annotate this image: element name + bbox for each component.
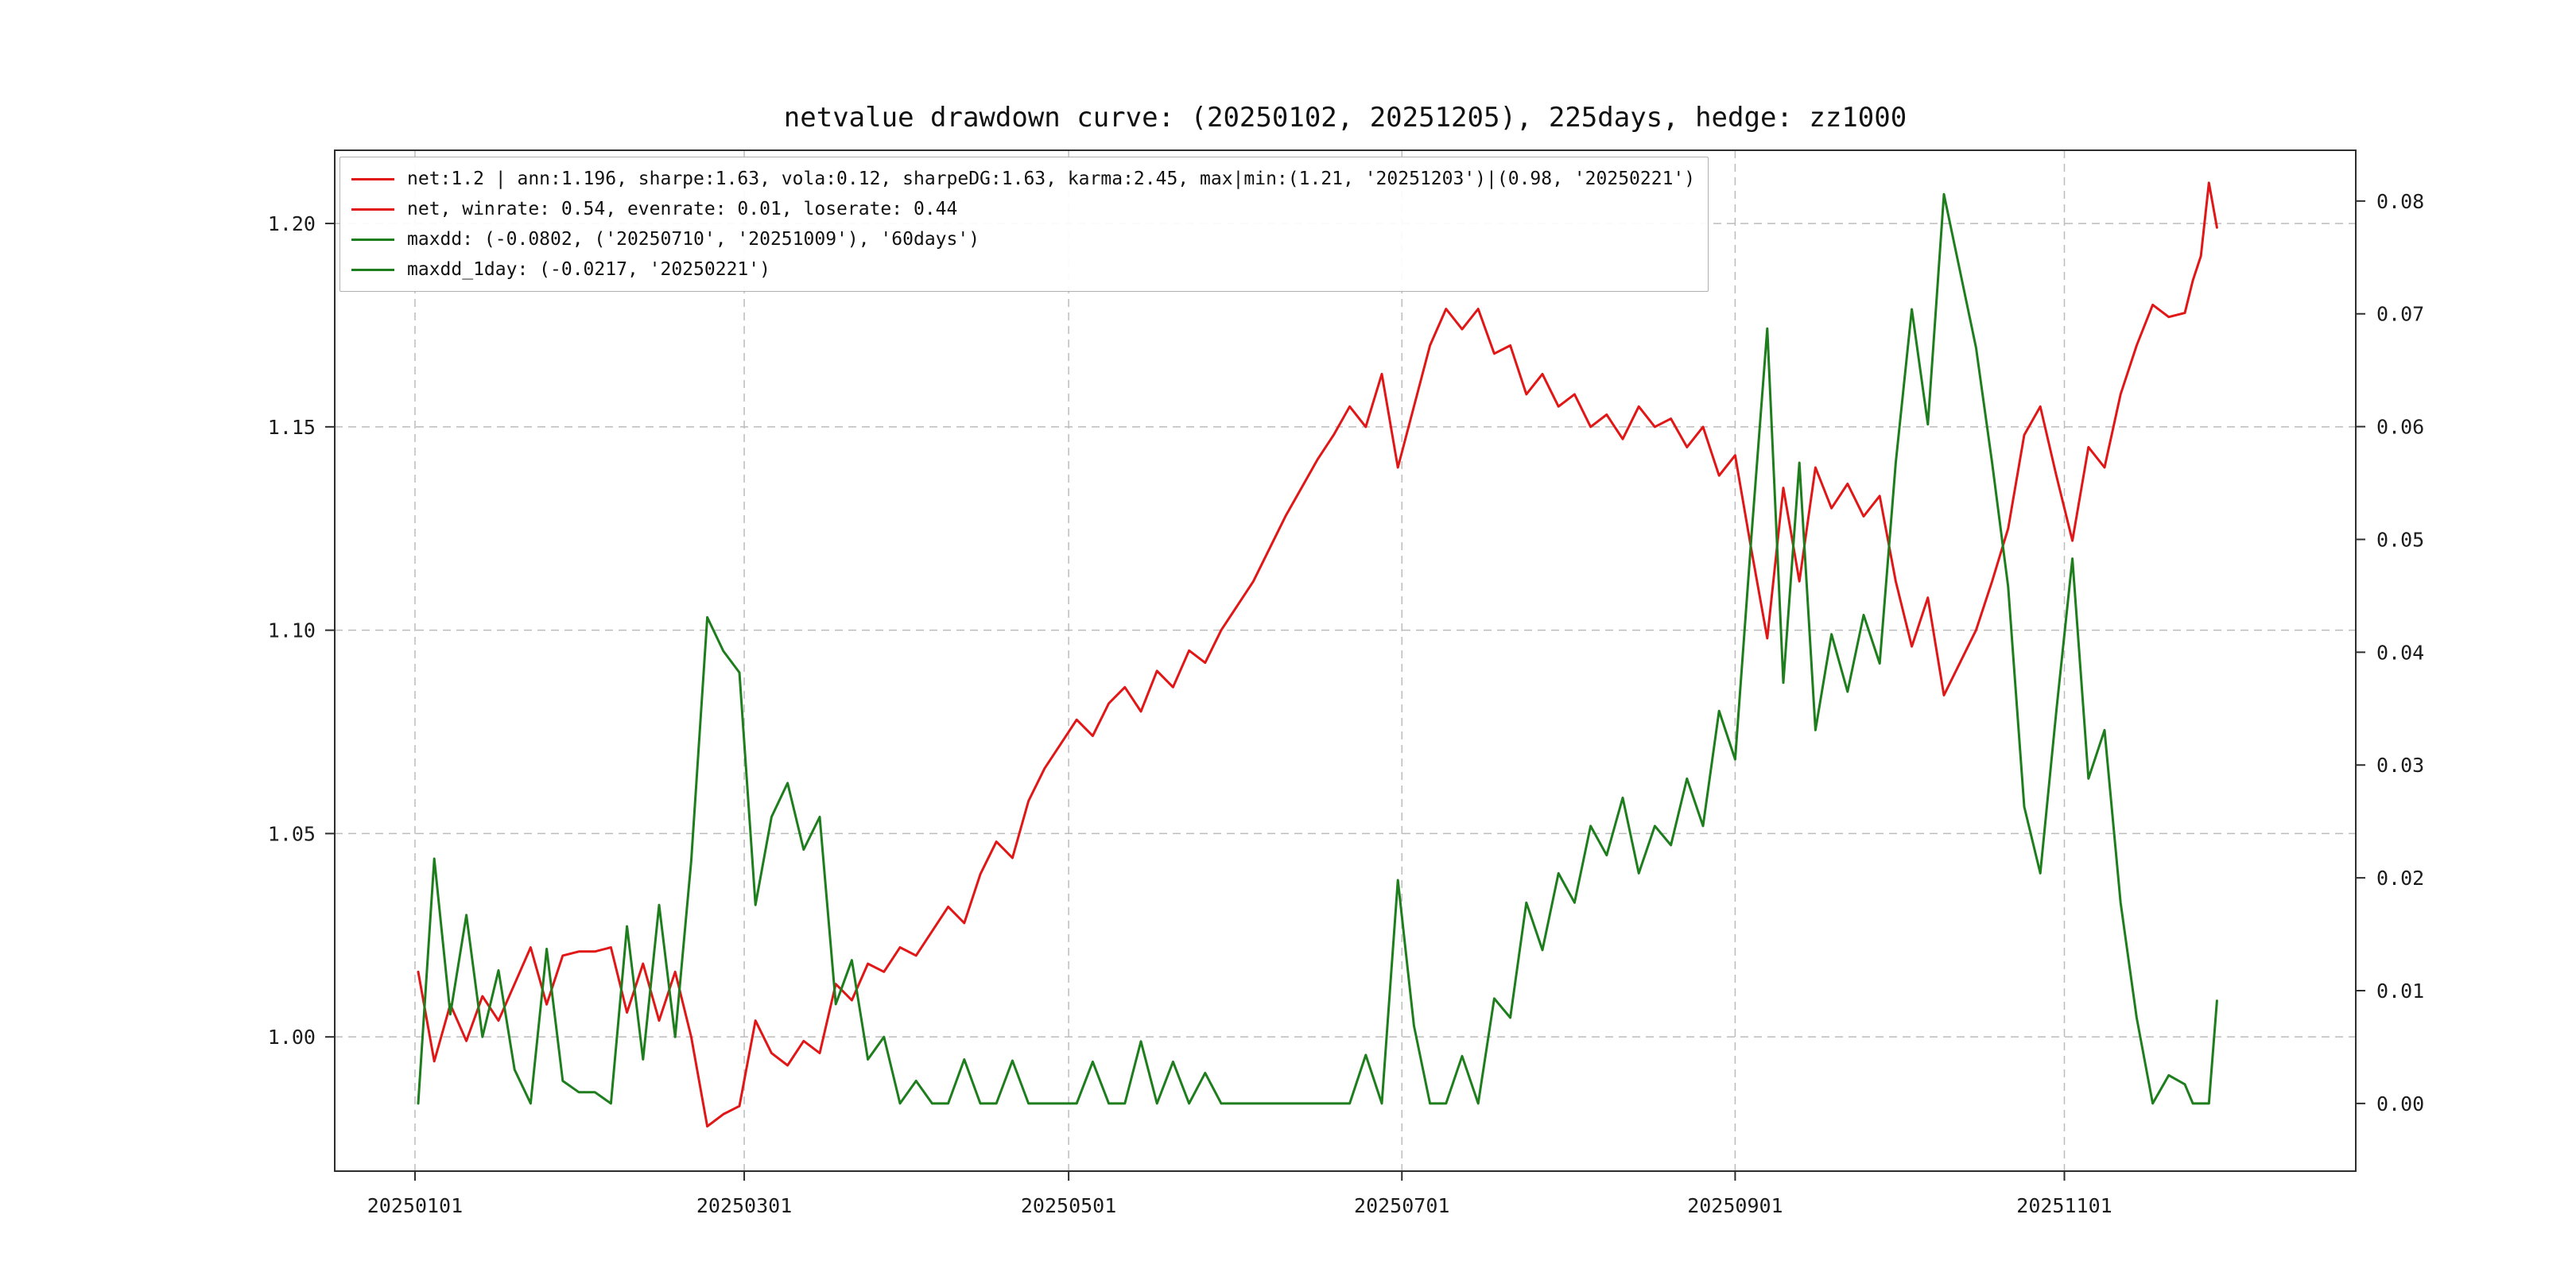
svg-text:1.05: 1.05 [268, 822, 316, 845]
legend-item-maxdd: maxdd: (-0.0802, ('20250710', '20251009'… [351, 224, 1695, 254]
legend-item-net-stats: net:1.2 | ann:1.196, sharpe:1.63, vola:0… [351, 164, 1695, 194]
svg-text:0.07: 0.07 [2376, 303, 2424, 326]
svg-text:0.08: 0.08 [2376, 190, 2424, 213]
svg-text:20250501: 20250501 [1021, 1194, 1116, 1217]
svg-text:0.04: 0.04 [2376, 641, 2424, 664]
svg-text:0.06: 0.06 [2376, 416, 2424, 439]
svg-text:1.00: 1.00 [268, 1026, 316, 1049]
legend-label: maxdd: (-0.0802, ('20250710', '20251009'… [407, 229, 980, 250]
svg-text:20250901: 20250901 [1687, 1194, 1783, 1217]
legend-item-maxdd-1day: maxdd_1day: (-0.0217, '20250221') [351, 254, 1695, 285]
svg-text:0.00: 0.00 [2376, 1092, 2424, 1115]
chart-title: netvalue drawdown curve: (20250102, 2025… [783, 102, 1907, 134]
svg-text:1.15: 1.15 [268, 416, 316, 439]
svg-text:0.02: 0.02 [2376, 867, 2424, 890]
svg-text:20251101: 20251101 [2016, 1194, 2112, 1217]
legend-label: net:1.2 | ann:1.196, sharpe:1.63, vola:0… [407, 169, 1696, 189]
svg-text:1.20: 1.20 [268, 212, 316, 235]
data-series [417, 181, 2218, 1128]
gridlines [335, 150, 2356, 1171]
svg-text:1.10: 1.10 [268, 619, 316, 642]
svg-text:20250701: 20250701 [1354, 1194, 1449, 1217]
legend-label: maxdd_1day: (-0.0217, '20250221') [407, 259, 770, 280]
net-line-swatch [351, 177, 394, 180]
legend-item-net-rates: net, winrate: 0.54, evenrate: 0.01, lose… [351, 194, 1695, 224]
plot-border [334, 149, 2357, 1172]
legend: net:1.2 | ann:1.196, sharpe:1.63, vola:0… [339, 157, 1709, 292]
svg-text:0.03: 0.03 [2376, 754, 2424, 777]
net-line [417, 181, 2218, 1128]
legend-label: net, winrate: 0.54, evenrate: 0.01, lose… [407, 199, 958, 219]
svg-text:20250301: 20250301 [696, 1194, 792, 1217]
maxdd-line [417, 192, 2218, 1105]
axis-ticks-and-labels: 1.00 1.05 1.10 1.15 1.20 0.00 0.01 0.02 0.03 0.04… [268, 190, 2424, 1217]
svg-text:0.05: 0.05 [2376, 528, 2424, 551]
maxdd-line-swatch [351, 238, 394, 241]
net-line-swatch [351, 208, 394, 211]
svg-text:20250101: 20250101 [367, 1194, 463, 1217]
maxdd-1day-line-swatch [351, 268, 394, 271]
svg-text:0.01: 0.01 [2376, 980, 2424, 1003]
